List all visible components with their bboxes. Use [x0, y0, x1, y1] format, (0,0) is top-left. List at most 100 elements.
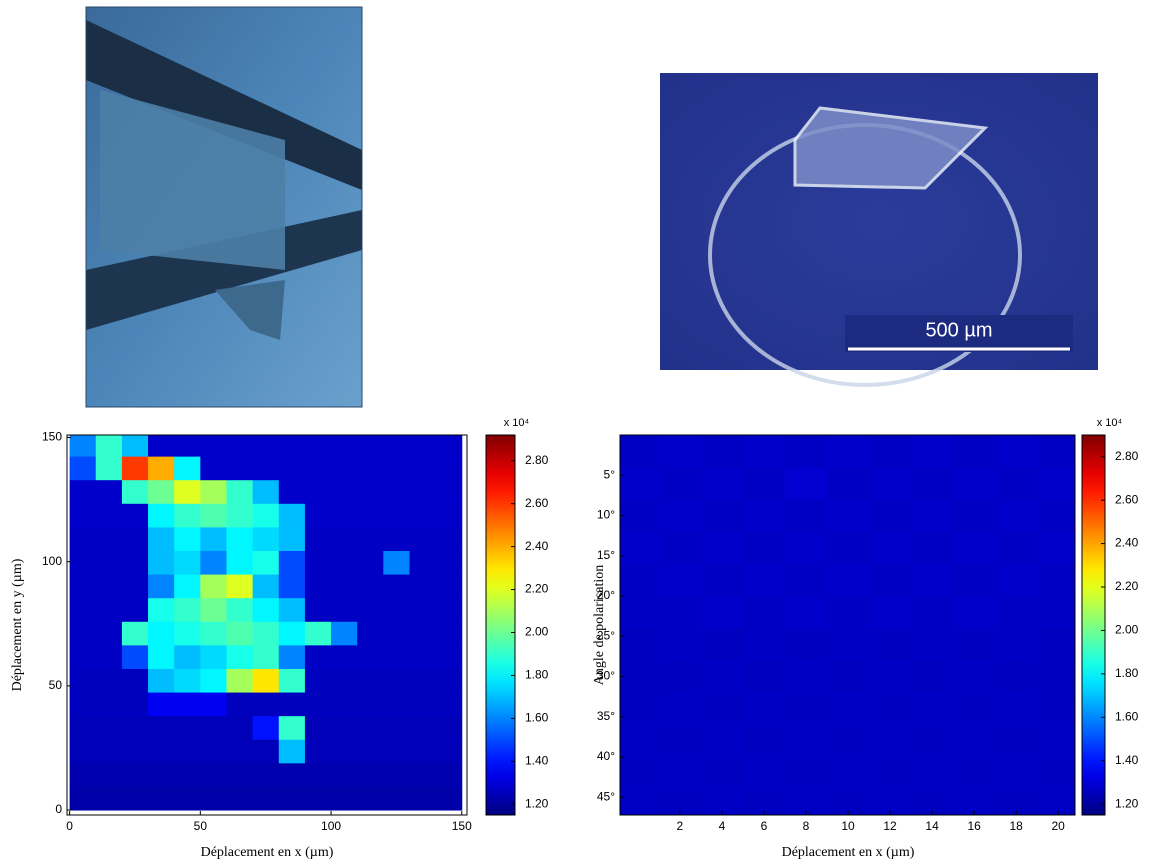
heat-cell [620, 757, 660, 790]
heat-cell [383, 435, 410, 457]
heat-cell [911, 467, 954, 500]
y-axis-label: Angle de polarisation [592, 565, 607, 686]
heat-cell [784, 628, 828, 661]
heat-cell [226, 668, 254, 693]
heat-cell [69, 526, 97, 551]
heat-cell [953, 692, 996, 726]
colorbar-tick-label: 1.60 [525, 711, 549, 725]
heat-cell [435, 715, 463, 740]
heat-cell [357, 715, 384, 740]
heat-cell [121, 435, 149, 457]
heat-cell [1037, 628, 1075, 661]
heat-cell [331, 739, 358, 764]
heat-cell [148, 786, 175, 811]
y-tick-label: 50 [49, 678, 63, 692]
heat-cell [174, 550, 201, 575]
y-tick-label: 10° [597, 508, 615, 522]
heat-cell [620, 660, 660, 694]
heat-cell [409, 435, 437, 457]
heat-cell [331, 550, 358, 575]
heat-cell [226, 644, 254, 669]
heat-cell [278, 621, 306, 646]
heat-cell [784, 563, 828, 597]
y-tick-label: 40° [597, 749, 615, 763]
heat-cell [383, 786, 410, 811]
x-tick-label: 4 [719, 819, 726, 833]
heat-cell [435, 526, 463, 551]
heat-cell [383, 550, 410, 575]
heat-cell [435, 739, 463, 764]
heat-cell [357, 503, 384, 528]
heat-cell [226, 435, 254, 457]
heat-cell [148, 597, 175, 622]
heat-cell [953, 596, 996, 629]
heat-cell [148, 715, 175, 740]
heat-cell [95, 715, 123, 740]
heat-cell [121, 526, 149, 551]
heat-cell [252, 479, 280, 504]
colorbar-tick-label: 2.80 [525, 453, 549, 467]
scale-bar-label: 500 µm [925, 319, 992, 341]
heat-cell [331, 786, 358, 811]
heat-cell [953, 531, 996, 565]
x-tick-label: 150 [452, 819, 472, 833]
heat-cell [121, 644, 149, 669]
heat-cell [409, 526, 437, 551]
heat-cell [252, 739, 280, 764]
x-tick-label: 18 [1009, 819, 1023, 833]
heat-cell [869, 467, 912, 500]
heat-cell [331, 597, 358, 622]
heat-cell [148, 574, 175, 599]
heat-cell [869, 628, 912, 661]
heat-cell [95, 668, 123, 693]
heat-cell [620, 628, 660, 661]
heat-cell [121, 550, 149, 575]
heat-cell [620, 499, 660, 533]
heat-cell [700, 467, 744, 500]
heat-cell [1037, 724, 1075, 758]
heat-cell [95, 644, 123, 669]
heat-cell [700, 660, 744, 694]
heat-cell [869, 563, 912, 597]
x-tick-label: 100 [321, 819, 341, 833]
heat-cell [304, 456, 332, 481]
heat-cell [869, 692, 912, 726]
heat-cell [304, 621, 332, 646]
heat-cell [304, 739, 332, 764]
colorbar [1081, 434, 1106, 816]
heat-cell [620, 467, 660, 500]
heat-cell [435, 435, 463, 457]
heat-cell [953, 563, 996, 597]
heat-cell [226, 786, 254, 811]
heat-cell [148, 739, 175, 764]
heat-cell [174, 668, 201, 693]
heat-cell [1037, 757, 1075, 790]
heat-cell [383, 574, 410, 599]
heat-cell [700, 628, 744, 661]
heat-cell [95, 526, 123, 551]
x-tick-label: 12 [883, 819, 897, 833]
heat-cell [200, 739, 227, 764]
heat-cell [148, 435, 175, 457]
heat-cell [304, 597, 332, 622]
heat-cell [911, 596, 954, 629]
heat-cell [700, 692, 744, 726]
heat-cell [995, 467, 1038, 500]
y-tick-label: 25° [597, 628, 615, 642]
heat-cell [357, 762, 384, 787]
heat-cell [953, 757, 996, 790]
y-tick-label: 30° [597, 669, 615, 683]
heat-cell [911, 628, 954, 661]
heat-cell [331, 456, 358, 481]
heat-cell [700, 596, 744, 629]
heat-cell [827, 596, 870, 629]
heat-cell [304, 644, 332, 669]
heat-cell [95, 621, 123, 646]
heat-cell [331, 621, 358, 646]
heat-cell [69, 739, 97, 764]
heat-cell [69, 715, 97, 740]
heat-cell [304, 435, 332, 457]
heat-cell [869, 499, 912, 533]
heat-cell [658, 531, 702, 565]
heat-cell [869, 596, 912, 629]
